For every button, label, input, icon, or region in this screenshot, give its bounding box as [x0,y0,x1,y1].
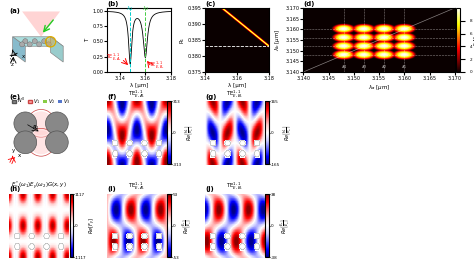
Bar [70,98,76,104]
Text: (j): (j) [205,186,214,193]
X-axis label: $\lambda_a$ [$\mu$m]: $\lambda_a$ [$\mu$m] [368,83,390,92]
Circle shape [32,39,37,44]
Polygon shape [22,12,60,37]
Circle shape [46,131,68,154]
Circle shape [23,39,28,44]
Text: (d): (d) [303,1,315,7]
Text: $\mathrm{TE}_{E,B_1}^{1,1}$: $\mathrm{TE}_{E,B_1}^{1,1}$ [227,180,244,193]
Text: $\mathrm{TE}_{E,B_1}^{1,1}$: $\mathrm{TE}_{E,B_1}^{1,1}$ [227,88,244,99]
Text: (b): (b) [108,1,119,7]
Text: (h): (h) [9,186,21,193]
Circle shape [19,42,25,47]
Circle shape [27,42,32,47]
Text: $E_y^*(\omega_1)E_y(\omega_2)G(x,y)$: $E_y^*(\omega_1)E_y(\omega_2)G(x,y)$ [11,180,67,193]
Circle shape [29,111,53,135]
Text: $\lambda_2$: $\lambda_2$ [142,4,149,13]
X-axis label: λ [μm]: λ [μm] [130,83,148,88]
Text: (i): (i) [108,186,116,193]
Text: $R_1$: $R_1$ [32,123,39,132]
Text: $\mathrm{TE}_{E,A_1}^{1,1}$: $\mathrm{TE}_{E,A_1}^{1,1}$ [128,180,146,193]
Text: $\lambda_1$: $\lambda_1$ [401,63,408,71]
Bar [70,161,76,168]
Polygon shape [51,37,63,62]
Text: $\lambda_1$: $\lambda_1$ [127,4,134,13]
Circle shape [29,130,53,154]
Y-axis label: $Re\left[\frac{E_y}{E_0}\right]$: $Re\left[\frac{E_y}{E_0}\right]$ [279,218,292,234]
Circle shape [42,39,47,44]
Text: (g): (g) [205,94,217,99]
Text: $\mathrm{TE}_{E,A_1}^{1,1}$: $\mathrm{TE}_{E,A_1}^{1,1}$ [106,51,121,63]
Polygon shape [13,37,63,46]
Y-axis label: $Re\left[\frac{E_y}{E_0}\right]$: $Re\left[\frac{E_y}{E_0}\right]$ [181,218,194,234]
Y-axis label: $Re\left[\frac{H_z}{H_0}\right]$: $Re\left[\frac{H_z}{H_0}\right]$ [183,125,196,141]
Text: $\lambda_3$: $\lambda_3$ [361,63,367,71]
Text: y: y [11,148,15,153]
Text: $\lambda_4$: $\lambda_4$ [341,63,347,71]
Y-axis label: $\lambda_b$ [$\mu$m]: $\lambda_b$ [$\mu$m] [273,29,283,51]
Y-axis label: $Re\left[\frac{H_z}{H_0}\right]$: $Re\left[\frac{H_z}{H_0}\right]$ [282,125,294,141]
Polygon shape [13,37,25,62]
Circle shape [47,38,55,45]
Text: $\mathrm{TE}_{E,B_1}^{1,1}$: $\mathrm{TE}_{E,B_1}^{1,1}$ [149,59,164,71]
Text: (c): (c) [205,1,216,7]
Bar [37,101,45,164]
Text: x: x [21,54,25,59]
Circle shape [14,112,36,135]
Text: x: x [18,153,22,158]
Bar [6,161,13,168]
Circle shape [46,112,68,135]
Bar [6,98,13,104]
Text: y: y [9,57,13,62]
Text: z: z [10,63,13,68]
Y-axis label: R₁: R₁ [180,37,184,43]
Circle shape [14,131,36,154]
Text: $\lambda_2$: $\lambda_2$ [381,63,387,71]
Y-axis label: $Re[F_y]$: $Re[F_y]$ [88,217,98,234]
Text: (e): (e) [9,94,20,100]
Y-axis label: T: T [85,38,90,42]
Circle shape [36,42,42,47]
Text: $\mathrm{TE}_{E,A_1}^{1,1}$: $\mathrm{TE}_{E,A_1}^{1,1}$ [128,88,146,99]
Legend: $N^0$, $V_1$, $V_2$, $V_3$: $N^0$, $V_1$, $V_2$, $V_3$ [10,94,72,108]
Text: (f): (f) [108,94,117,99]
X-axis label: λ [μm]: λ [μm] [228,83,246,88]
Text: (a): (a) [9,8,20,14]
Circle shape [46,42,51,47]
